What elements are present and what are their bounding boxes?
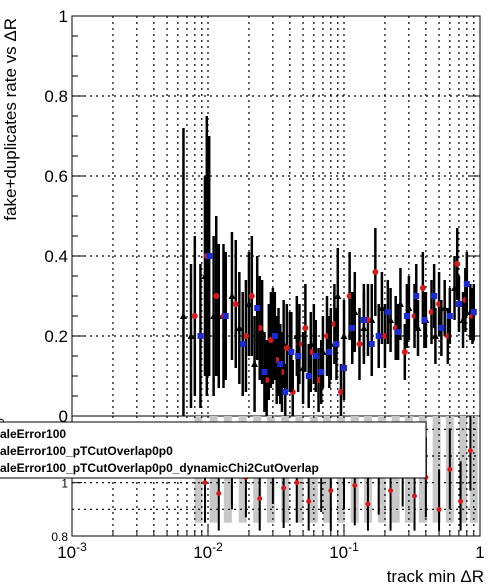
data-point: [197, 333, 204, 339]
data-point: [349, 325, 356, 331]
x-axis: 10-3 10-2 10-1 1: [57, 526, 485, 562]
data-point: [206, 253, 213, 259]
ratio-point: [306, 498, 312, 504]
ratio-point: [202, 480, 208, 486]
x-tick-label: 1: [475, 543, 484, 562]
data-point: [295, 353, 302, 359]
data-point: [375, 333, 382, 339]
ratio-point: [447, 466, 453, 472]
y-tick-label: 0.4: [44, 247, 68, 266]
legend-entry: aleError100_pTCutOverlap0p0: [0, 444, 173, 458]
data-point: [179, 312, 187, 319]
data-point: [378, 304, 386, 311]
upper-y-label: fake+duplicates rate vs ΔR: [1, 18, 20, 221]
data-point: [232, 301, 239, 307]
x-axis-label: track min ΔR: [387, 567, 484, 586]
data-point: [360, 317, 367, 323]
ratio-point: [216, 490, 222, 496]
x-tick-label: 10-3: [57, 540, 87, 562]
x-tick-label: 10-2: [193, 540, 223, 562]
ratio-band: [459, 416, 468, 523]
ratio-point: [257, 496, 263, 502]
data-point: [421, 317, 428, 323]
x-tick-label: 10-1: [329, 540, 359, 562]
data-point: [413, 293, 420, 299]
data-point: [191, 313, 198, 319]
data-point: [312, 353, 319, 359]
data-point: [302, 325, 309, 331]
ratio-point: [294, 480, 300, 486]
data-point: [235, 324, 243, 331]
data-point: [277, 361, 284, 367]
data-point: [254, 305, 261, 311]
data-point: [419, 285, 426, 291]
data-point: [337, 389, 344, 395]
data-point: [463, 281, 470, 287]
data-point: [341, 365, 347, 371]
data-point: [438, 325, 445, 331]
ratio-band: [432, 416, 441, 523]
legend: aleError100 aleError100_pTCutOverlap0p0 …: [0, 421, 427, 479]
ratio-point: [467, 448, 473, 454]
data-point: [326, 349, 333, 355]
upper-grid: [72, 16, 480, 416]
data-point: [271, 333, 278, 339]
data-point: [333, 341, 340, 347]
data-point: [305, 373, 312, 379]
data-point: [368, 341, 375, 347]
ratio-point: [388, 488, 394, 494]
data-point: [228, 292, 236, 299]
ratio-point: [352, 482, 358, 488]
ratio-point: [281, 485, 287, 491]
data-point: [251, 360, 259, 367]
data-point: [454, 261, 461, 267]
ratio-point: [458, 498, 464, 504]
ratio-point: [436, 506, 442, 512]
lower-y-axis: 0.81: [51, 477, 82, 544]
legend-entry: aleError100: [0, 427, 66, 441]
data-point: [372, 269, 379, 275]
data-point: [187, 332, 195, 339]
data-point: [431, 332, 439, 339]
data-point: [470, 309, 477, 315]
data-point: [239, 341, 246, 347]
data-point: [384, 309, 391, 315]
data-point: [381, 333, 388, 339]
data-point: [222, 313, 229, 319]
data-point: [403, 313, 410, 319]
data-point: [340, 332, 348, 339]
ratio-point: [412, 493, 418, 499]
lower-y-tick-label: 0.8: [51, 530, 68, 544]
data-point: [282, 389, 289, 395]
ratio-point: [328, 488, 334, 494]
lower-y-tick-label: 1: [61, 477, 68, 491]
upper-data: [179, 116, 477, 416]
data-point: [414, 324, 422, 331]
y-tick-label: 1: [59, 7, 68, 26]
data-point: [455, 301, 462, 307]
data-point: [248, 293, 255, 299]
data-point: [261, 369, 268, 375]
data-point: [334, 292, 342, 299]
data-point: [441, 304, 449, 311]
ratio-band: [469, 416, 478, 523]
y-tick-label: 0.8: [44, 87, 68, 106]
data-point: [242, 333, 249, 339]
data-point: [395, 329, 402, 335]
data-point: [288, 349, 295, 355]
data-point: [446, 313, 453, 319]
ratio-point: [365, 501, 371, 507]
upper-panel: 0 0.2 0.4 0.6 0.8 1 fake+duplicates rate vs Δ…: [1, 7, 481, 426]
data-point: [431, 293, 438, 299]
y-tick-label: 0: [59, 407, 68, 426]
legend-box: [0, 421, 427, 479]
legend-entry: aleError100_pTCutOverlap0p0_dynamicChi2C…: [0, 461, 319, 475]
data-point: [356, 341, 363, 347]
y-tick-label: 0.6: [44, 167, 68, 186]
y-tick-label: 0.2: [44, 327, 68, 346]
data-point: [401, 349, 408, 355]
data-point: [213, 293, 220, 299]
data-point: [318, 369, 325, 375]
